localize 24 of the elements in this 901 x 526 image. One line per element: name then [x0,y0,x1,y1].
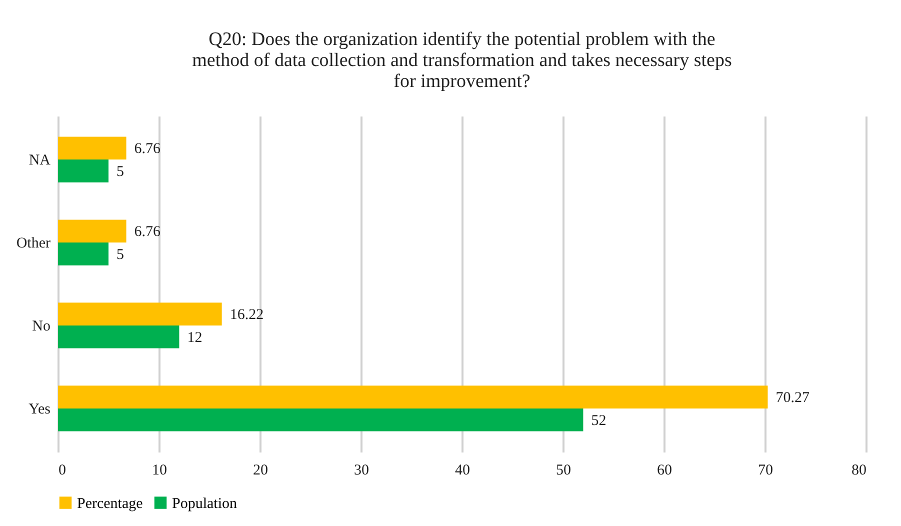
x-tick-label: 20 [253,462,268,478]
x-tick-label: 80 [852,462,866,478]
legend-label: Percentage [77,496,144,512]
data-label: 16.22 [230,307,264,324]
x-tick-label: 40 [455,462,470,478]
x-tick-label: 30 [354,462,369,478]
x-tick-label: 0 [58,462,66,478]
data-label: 12 [187,330,202,346]
data-label: 6.76 [134,141,162,158]
data-label: 5 [116,246,124,263]
legend-label: Population [172,496,238,512]
data-label: 52 [591,412,606,429]
chart-title: Q20: Does the organization identify the potential problem with the method of data collection and transformation and takes necessary steps for improvement? [192,29,732,92]
y-tick-label: Yes [28,401,51,418]
x-tick-label: 10 [152,462,167,478]
x-tick-label: 60 [657,462,672,478]
x-tick-label: 50 [556,462,571,478]
y-tick-label: No [32,318,50,334]
data-label: 6.76 [134,224,162,240]
y-tick-label: NA [28,152,51,169]
data-label: 5 [116,164,124,180]
y-tick-label: Other [16,236,50,252]
x-tick-label: 70 [758,462,773,478]
data-label: 70.27 [776,390,810,406]
